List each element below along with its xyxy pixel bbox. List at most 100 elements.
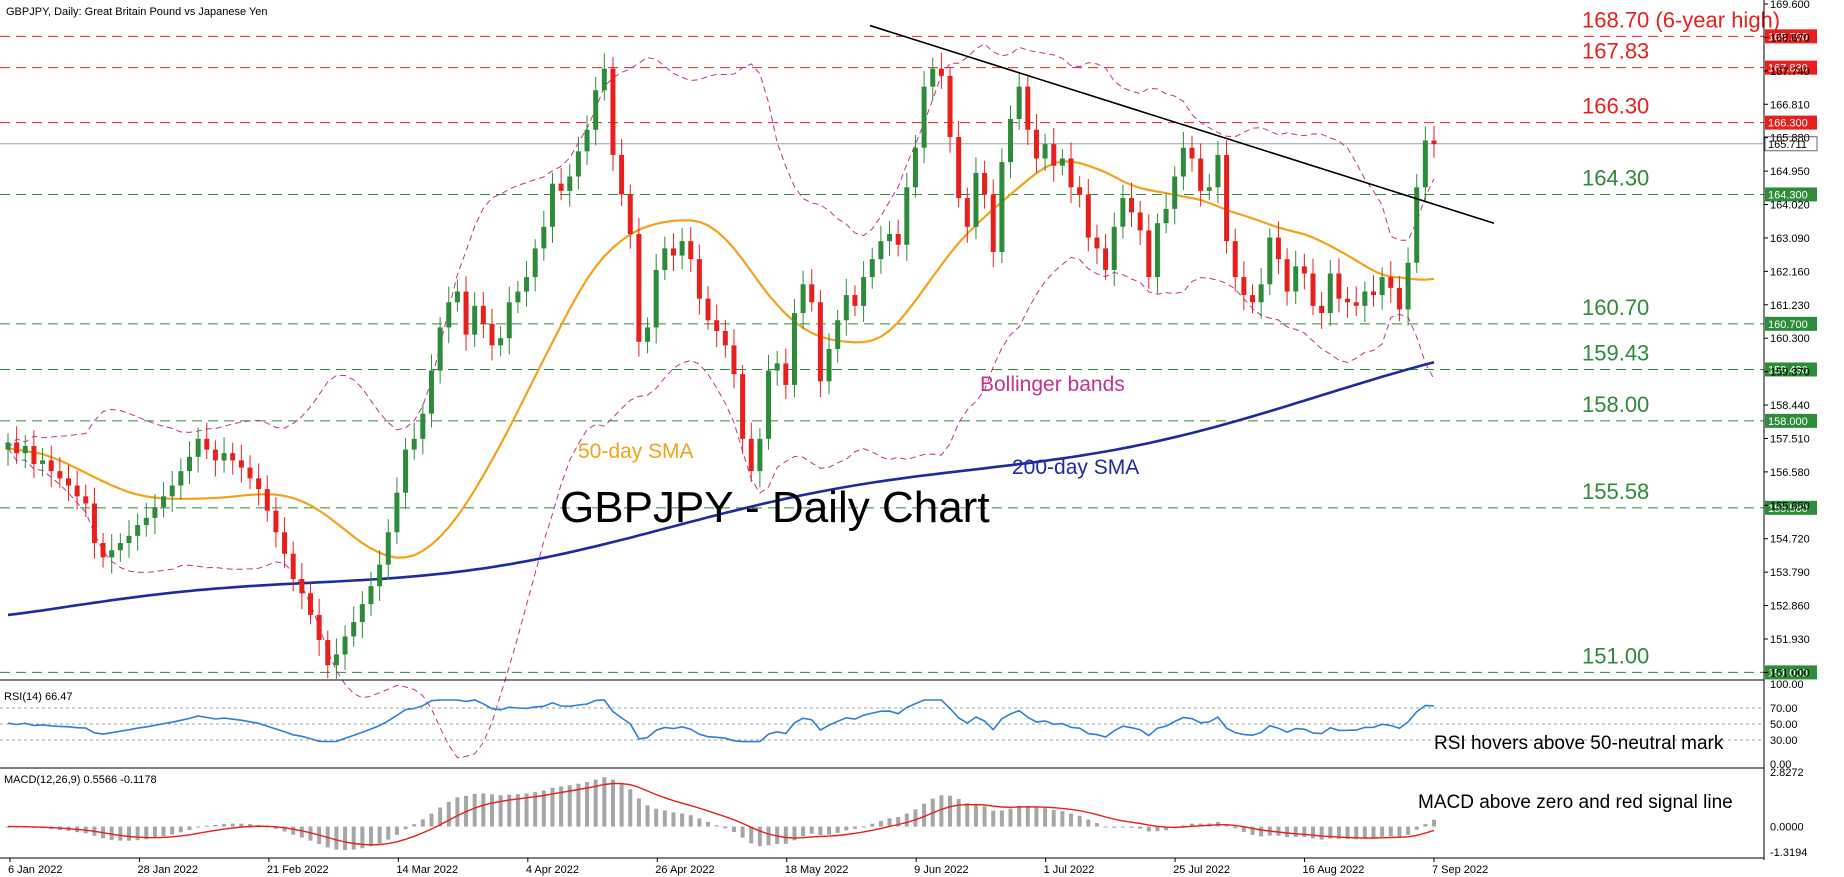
candle-body [325,640,331,666]
macd-histogram-bar [1380,826,1385,837]
candle-body [653,269,659,328]
macd-histogram-bar [343,826,348,851]
candle-body [1388,277,1394,288]
candle-body [817,302,823,382]
candle-body [722,331,728,346]
level-price-box [1765,362,1817,377]
price-tick-label: 155.650 [1770,500,1810,512]
price-tick-label: 157.510 [1770,433,1810,445]
candle-body [990,194,996,252]
macd-histogram-bar [956,798,961,827]
level-price-box-label: 155.580 [1768,503,1808,515]
candle-body [670,248,676,256]
macd-histogram-bar [291,826,296,835]
candle-body [428,370,434,414]
macd-histogram-bar [1008,808,1013,827]
macd-histogram-bar [1241,826,1246,832]
macd-tick-label: 0.0000 [1770,822,1804,834]
macd-histogram-bar [1120,826,1125,828]
macd-signal-line [7,782,1435,846]
macd-histogram-bar [377,826,382,844]
macd-histogram-bar [1414,826,1419,830]
candle-body [368,586,374,605]
macd-histogram-bar [1077,815,1082,827]
level-price-box [1765,316,1817,331]
price-tick-label: 154.720 [1770,534,1810,546]
macd-histogram-bar [187,826,192,830]
macd-histogram-bar [230,823,235,827]
candle-body [1042,144,1048,159]
rsi-tick-label: 100.00 [1770,679,1804,691]
time-tick-label: 14 Mar 2022 [396,864,458,876]
candle-body [766,370,772,439]
candle-body [584,129,590,152]
sma50-line [7,160,1435,559]
candle-body [411,438,417,450]
candle-body [982,172,988,195]
macd-histogram-bar [948,795,953,827]
macd-histogram-bar [1311,826,1316,839]
level-label: 155.58 [1582,479,1649,504]
price-tick-label: 156.580 [1770,467,1810,479]
macd-panel: 2.8272 0.0000 -1.3194 [6,767,1807,859]
macd-histogram-bar [783,826,788,844]
candle-body [696,259,702,299]
macd-histogram-bar [196,826,201,828]
candle-body [342,636,348,655]
candle-body [22,446,28,454]
level-price-box-label: 159.430 [1768,364,1808,376]
macd-histogram-bar [489,794,494,827]
macd-histogram-bar [265,826,270,828]
candle-body [1051,144,1057,166]
macd-histogram-bar [308,826,313,841]
macd-histogram-bar [1432,819,1436,827]
candle-body [100,543,106,558]
candle-body [48,460,54,472]
candle-body [256,478,262,490]
candle-body [74,485,80,497]
candle-body [1336,273,1342,299]
candle-body [532,248,538,278]
macd-histogram-bar [1103,826,1108,828]
candle-body [212,449,218,461]
macd-histogram-bar [766,826,771,846]
candle-body [748,438,754,472]
macd-histogram-bar [481,793,486,827]
macd-histogram-bar [904,813,909,827]
macd-histogram-bar [1017,805,1022,827]
candle-body [1431,140,1437,145]
rsi-note: RSI hovers above 50-neutral mark [1434,733,1724,754]
time-tick-label: 6 Jan 2022 [8,864,62,876]
candle-body [610,68,616,155]
candle-body [152,507,158,518]
macd-title: MACD(12,26,9) 0.5566 -0.1178 [4,774,157,786]
macd-histogram-bar [593,779,598,827]
candle-body [1206,187,1212,191]
macd-tick-label: -1.3194 [1770,847,1807,859]
candle-body [186,456,192,472]
candle-body [1129,198,1135,213]
candle-body [195,438,201,457]
level-price-box-label: 160.700 [1768,319,1808,331]
bollinger-layer [7,43,1435,759]
candle-body [878,241,884,260]
macd-histogram-bar [109,826,114,840]
macd-histogram-bar [498,795,503,827]
macd-histogram-bar [922,803,927,827]
macd-histogram-bar [697,818,702,827]
candle-body [57,471,63,479]
candle-body [1414,187,1420,263]
level-label: 168.70 (6-year high) [1582,7,1780,32]
candle-body [437,327,443,371]
bollinger-lower-band [7,256,1435,759]
candle-body [109,550,115,558]
candle-body [774,363,780,371]
macd-histogram-bar [731,826,736,833]
macd-histogram-bar [913,809,918,827]
candle-body [852,295,858,306]
candle-body [895,233,901,245]
macd-histogram-bar [1388,826,1393,837]
macd-histogram-bar [273,826,278,829]
candle-body [238,460,244,468]
candle-body [178,471,184,486]
